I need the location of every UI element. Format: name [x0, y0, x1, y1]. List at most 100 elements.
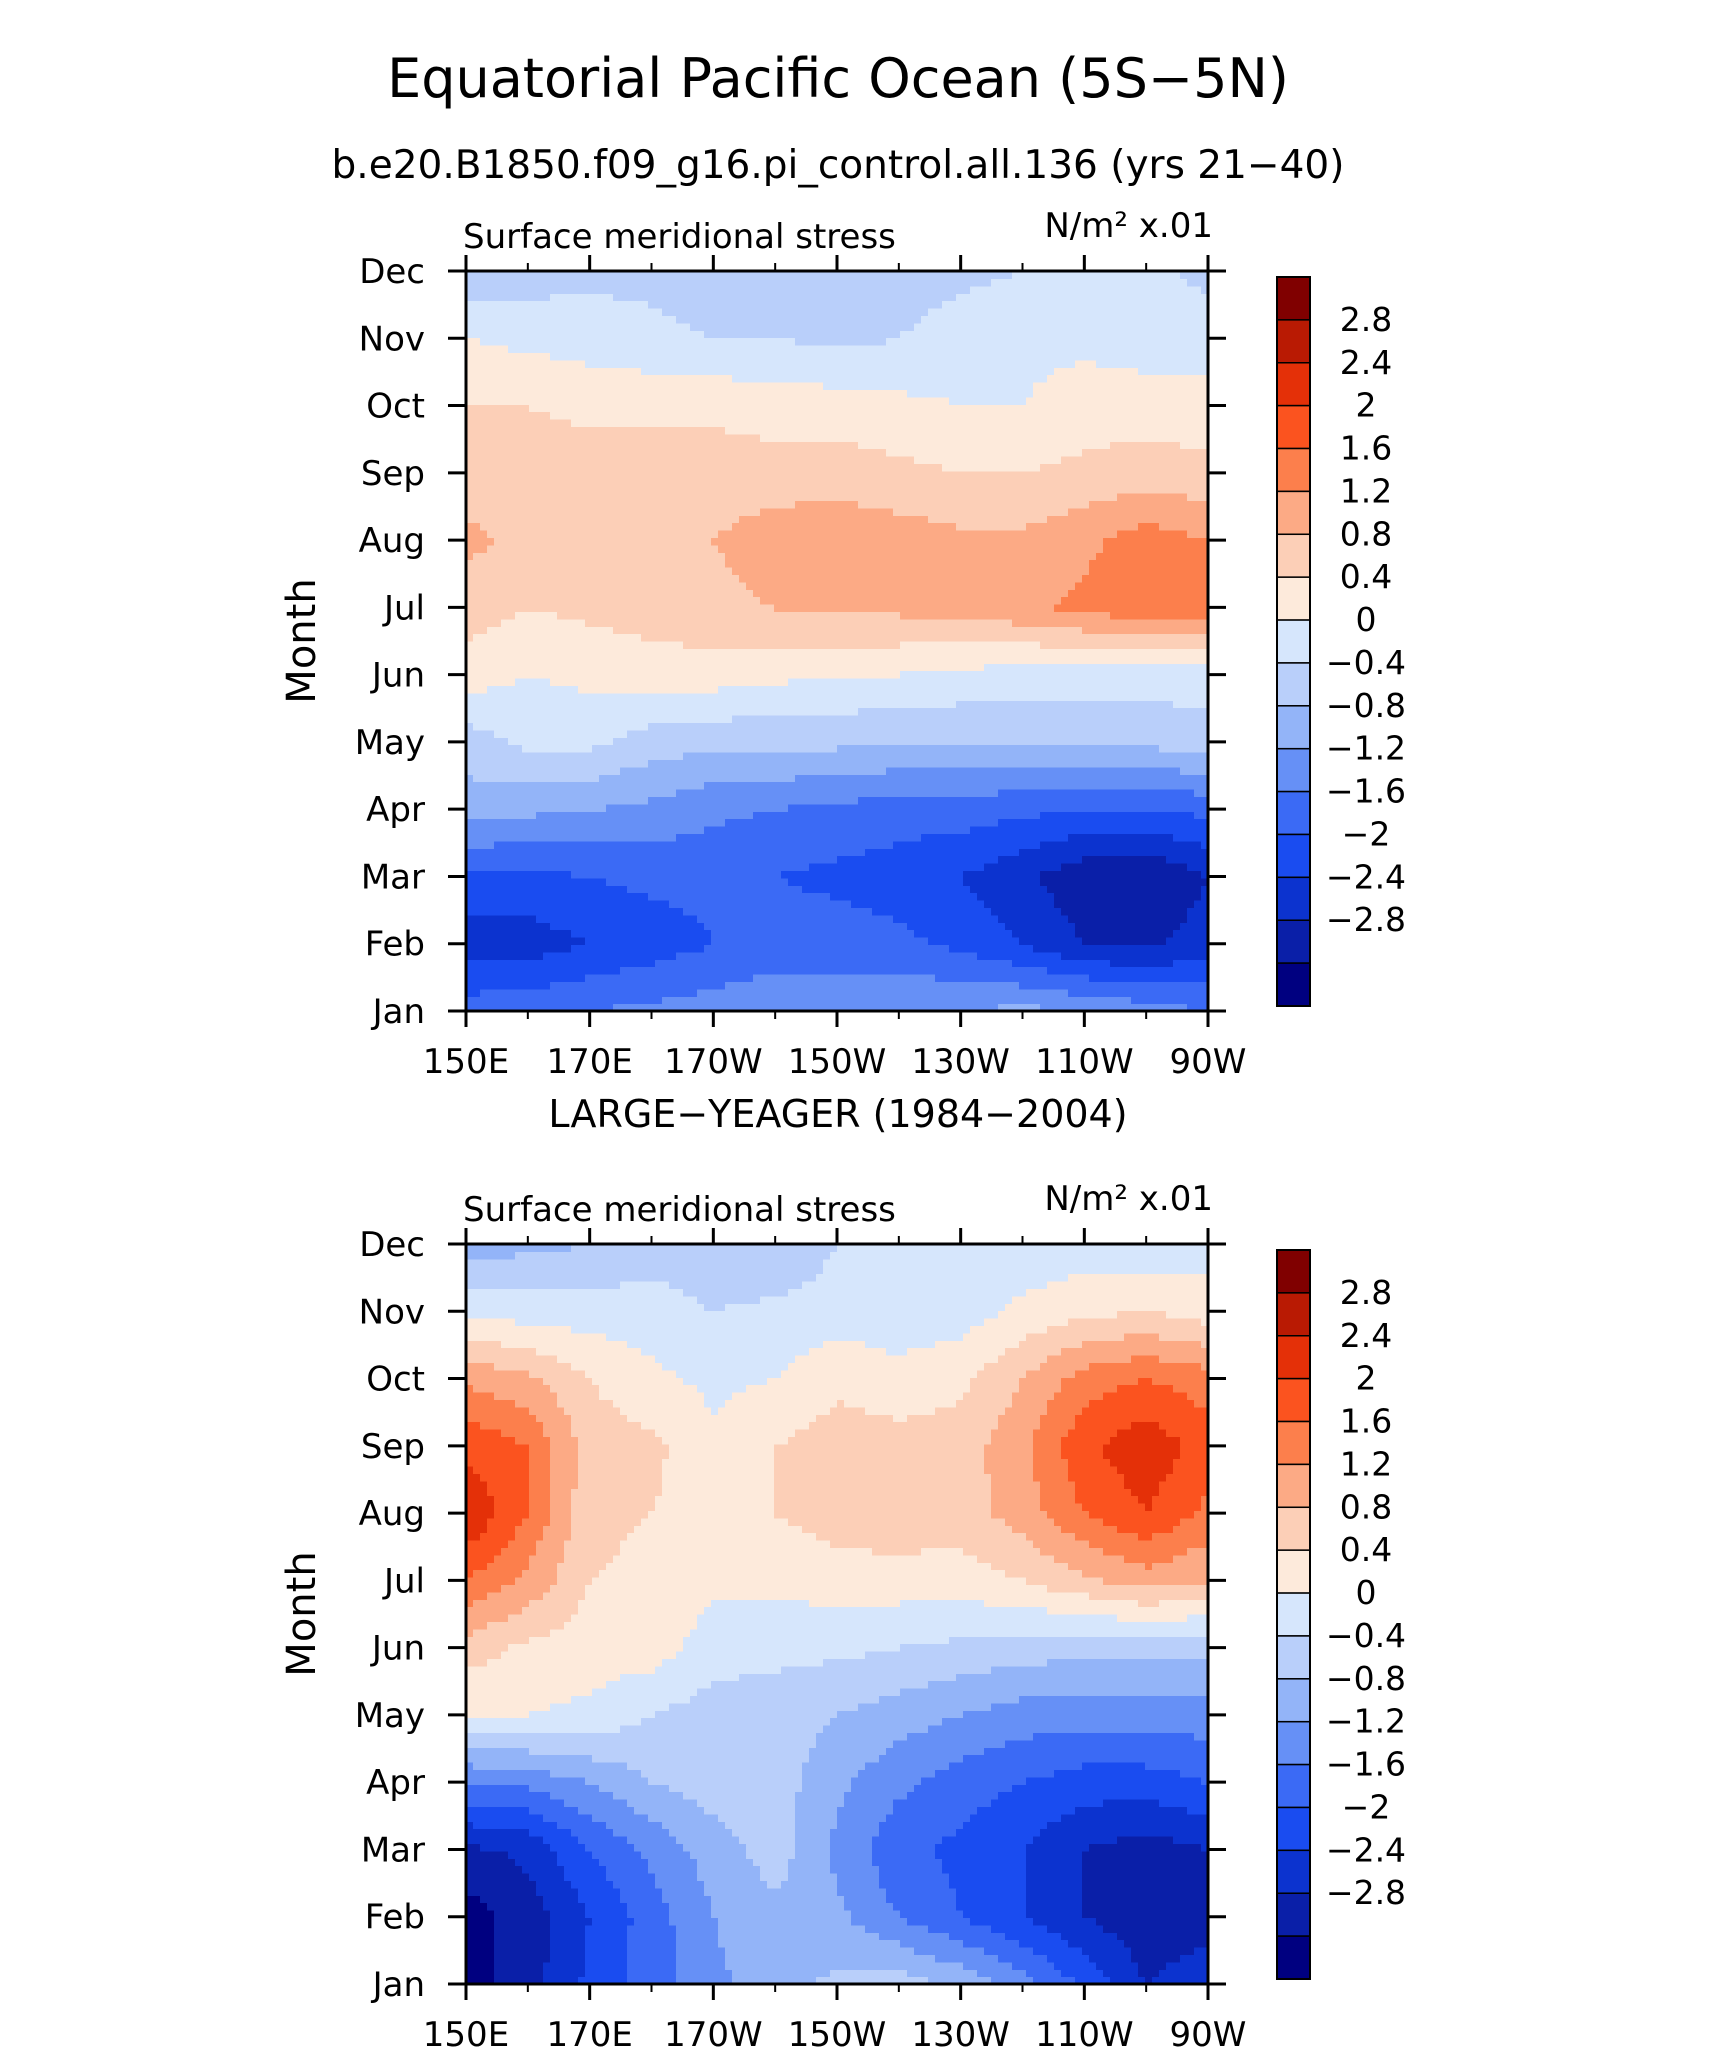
contour-cell — [830, 678, 838, 686]
contour-cell — [1194, 848, 1202, 857]
contour-cell — [522, 789, 530, 797]
contour-cell — [1005, 929, 1013, 938]
contour-cell — [1068, 907, 1076, 916]
contour-cell — [1131, 877, 1139, 886]
contour-cell — [802, 870, 810, 879]
contour-cell — [620, 974, 628, 982]
contour-cell — [564, 715, 572, 723]
contour-cell — [837, 678, 845, 686]
contour-cell — [753, 863, 761, 871]
contour-cell — [837, 937, 845, 945]
contour-cell — [550, 870, 558, 879]
contour-cell — [1180, 929, 1188, 938]
contour-cell — [592, 974, 600, 982]
contour-cell — [718, 833, 726, 842]
contour-cell — [886, 766, 894, 775]
contour-cell — [767, 855, 775, 864]
contour-cell — [1103, 744, 1111, 753]
contour-cell — [1089, 670, 1097, 679]
contour-cell — [1005, 840, 1013, 849]
contour-cell — [620, 937, 628, 945]
contour-cell — [788, 789, 796, 797]
contour-cell — [914, 974, 922, 982]
contour-cell — [690, 981, 698, 990]
contour-cell — [942, 863, 950, 871]
contour-cell — [1201, 752, 1209, 760]
contour-cell — [816, 959, 824, 968]
contour-cell — [536, 663, 544, 672]
contour-cell — [942, 737, 950, 746]
contour-cell — [893, 937, 901, 945]
contour-cell — [1117, 678, 1125, 686]
contour-cell — [942, 700, 950, 709]
contour-cell — [1201, 900, 1209, 908]
contour-cell — [984, 863, 992, 871]
contour-cell — [858, 737, 866, 746]
contour-cell — [508, 966, 516, 975]
contour-cell — [942, 774, 950, 783]
contour-cell — [606, 885, 614, 894]
contour-cell — [1110, 1003, 1118, 1012]
contour-cell — [1054, 722, 1062, 731]
contour-cell — [949, 988, 957, 997]
contour-cell — [676, 877, 684, 886]
contour-cell — [1166, 700, 1174, 709]
contour-cell — [1054, 796, 1062, 805]
contour-cell — [1026, 1003, 1034, 1012]
contour-cell — [466, 981, 474, 990]
contour-cell — [788, 833, 796, 842]
contour-cell — [795, 818, 803, 827]
contour-cell — [1180, 951, 1188, 960]
contour-cell — [725, 796, 733, 805]
contour-cell — [585, 826, 593, 834]
contour-cell — [676, 855, 684, 864]
contour-cell — [529, 951, 537, 960]
contour-cell — [732, 833, 740, 842]
contour-cell — [473, 752, 481, 760]
contour-cell — [711, 826, 719, 834]
contour-cell — [872, 855, 880, 864]
contour-cell — [760, 811, 768, 820]
contour-cell — [648, 870, 656, 879]
contour-cell — [1075, 781, 1083, 790]
contour-cell — [487, 944, 495, 953]
contour-cell — [508, 959, 516, 968]
contour-cell — [466, 966, 474, 975]
contour-cell — [725, 929, 733, 938]
contour-cell — [865, 885, 873, 894]
contour-cell — [543, 796, 551, 805]
contour-cell — [767, 959, 775, 968]
contour-cell — [1033, 840, 1041, 849]
contour-cell — [760, 877, 768, 886]
contour-cell — [1019, 663, 1027, 672]
contour-cell — [669, 870, 677, 879]
contour-cell — [1096, 966, 1104, 975]
contour-cell — [1012, 877, 1020, 886]
contour-cell — [718, 900, 726, 908]
contour-cell — [480, 974, 488, 982]
contour-cell — [1166, 981, 1174, 990]
contour-cell — [550, 833, 558, 842]
contour-cell — [1145, 937, 1153, 945]
contour-cell — [515, 863, 523, 871]
contour-cell — [858, 818, 866, 827]
contour-cell — [690, 663, 698, 672]
contour-cell — [837, 722, 845, 731]
contour-cell — [1145, 966, 1153, 975]
contour-cell — [830, 722, 838, 731]
contour-cell — [1110, 833, 1118, 842]
contour-cell — [956, 996, 964, 1005]
contour-cell — [844, 840, 852, 849]
contour-cell — [998, 996, 1006, 1005]
contour-cell — [473, 996, 481, 1005]
contour-cell — [746, 707, 754, 716]
contour-cell — [1089, 803, 1097, 812]
contour-cell — [599, 1003, 607, 1012]
contour-cell — [508, 974, 516, 982]
contour-cell — [1047, 811, 1055, 820]
contour-cell — [1026, 737, 1034, 746]
contour-cell — [1005, 885, 1013, 894]
contour-cell — [634, 700, 642, 709]
contour-cell — [690, 907, 698, 916]
contour-cell — [900, 759, 908, 768]
